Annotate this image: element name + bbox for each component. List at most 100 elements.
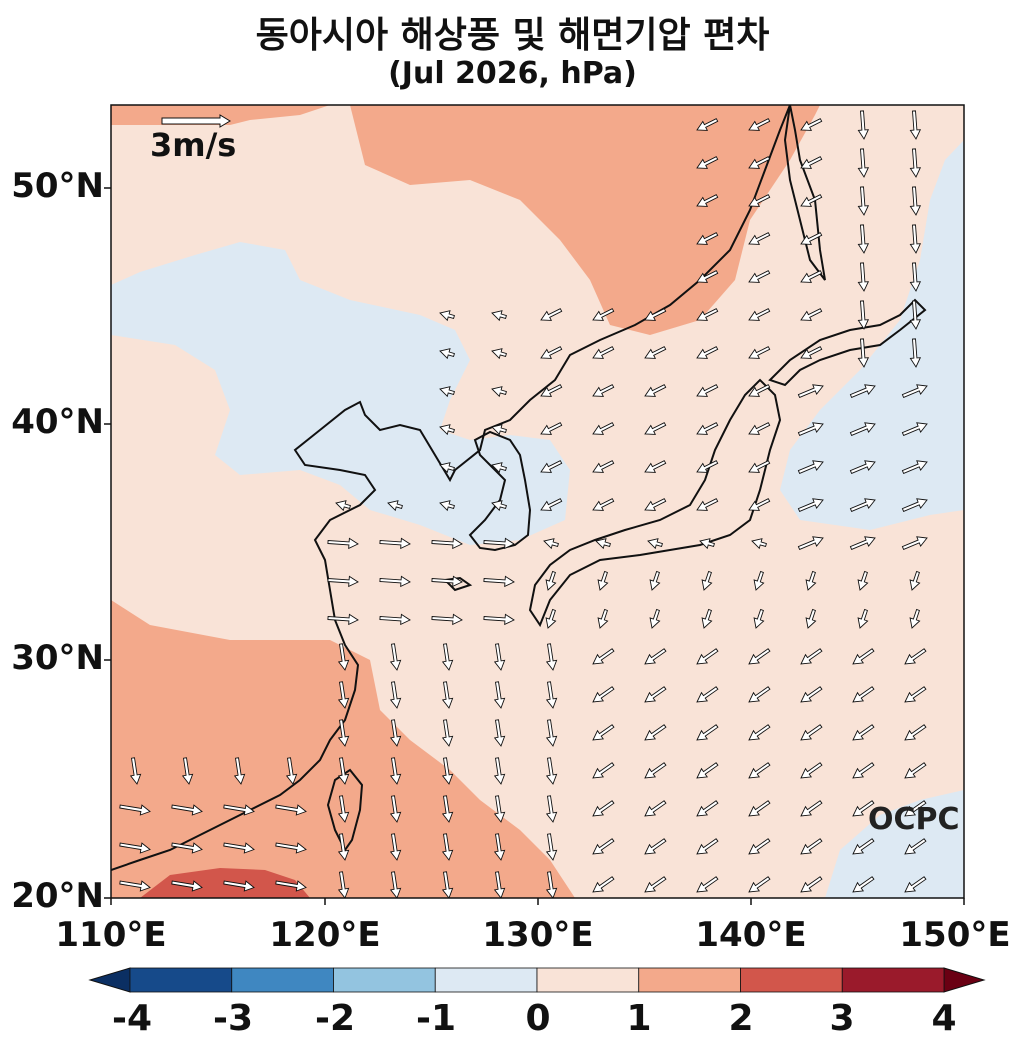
field-positive-south — [111, 600, 575, 898]
wind-vector-arrow — [337, 719, 350, 747]
wind-vector-arrow — [800, 686, 823, 703]
wind-vector-arrow — [431, 575, 463, 588]
wind-vector-arrow — [592, 498, 615, 511]
wind-vector-arrow — [748, 724, 771, 741]
wind-vector-arrow — [493, 795, 506, 823]
wind-vector-arrow — [491, 462, 507, 474]
colorbar-tick-label: 1 — [626, 998, 652, 1039]
wind-vector-arrow — [751, 538, 767, 550]
wind-vector-arrow — [389, 719, 402, 747]
colorbar-segment — [434, 967, 538, 993]
wind-vector-arrow — [852, 838, 875, 855]
wind-vector-arrow — [387, 500, 403, 512]
wind-vector-arrow — [592, 762, 615, 779]
wind-vector-arrow — [748, 232, 771, 245]
japan-honshu-coast — [528, 378, 782, 628]
wind-vector-arrow — [439, 310, 455, 322]
wind-vector-arrow — [644, 384, 667, 397]
wind-vector-arrow — [797, 460, 824, 474]
wind-vector-arrow — [696, 384, 719, 397]
wind-vector-arrow — [545, 833, 558, 861]
wind-vector-arrow — [441, 833, 454, 861]
wind-vector-arrow — [119, 842, 151, 854]
taiwan-coast — [326, 768, 364, 852]
wind-vector-arrow — [696, 270, 719, 283]
wind-vector-arrow — [441, 643, 454, 671]
wind-vector-arrow — [849, 422, 876, 436]
colorbar — [88, 967, 986, 993]
wind-vector-arrow — [800, 270, 823, 283]
wind-vector-arrow — [849, 460, 876, 474]
wind-vector-arrow — [171, 842, 203, 854]
wind-vector-arrow — [909, 186, 922, 216]
wind-vector-arrow — [857, 224, 870, 254]
wind-vector-arrow — [644, 724, 667, 741]
wind-vector-arrow — [327, 575, 359, 588]
wind-vector-arrow — [491, 424, 507, 436]
wind-vector-arrow — [696, 460, 719, 473]
wind-vector-arrow — [337, 643, 350, 671]
wind-vector-arrow — [909, 608, 921, 629]
wind-vector-arrow — [696, 800, 719, 817]
wind-vector-arrow — [699, 538, 715, 550]
wind-vector-arrow — [389, 871, 402, 898]
wind-vector-arrow — [431, 613, 463, 626]
wind-vector-arrow — [857, 570, 869, 591]
wind-vector-arrow — [493, 681, 506, 709]
wind-vector-arrow — [389, 795, 402, 823]
wind-vector-arrow — [696, 232, 719, 245]
wind-vector-arrow — [696, 194, 719, 207]
wind-vector-arrow — [857, 338, 870, 368]
wind-vector-arrow — [491, 500, 507, 512]
wind-vector-arrow — [748, 346, 771, 359]
wind-vector-arrow — [119, 880, 151, 892]
wind-vector-arrow — [909, 262, 922, 292]
wind-vector-arrow — [441, 757, 454, 785]
wind-vector-arrow — [696, 762, 719, 779]
wind-vector-arrow — [909, 224, 922, 254]
wind-vector-arrow — [909, 148, 922, 178]
wind-vector-arrow — [857, 148, 870, 178]
wind-vector-arrow — [748, 194, 771, 207]
wind-vector-arrow — [696, 346, 719, 359]
wind-vector-arrow — [696, 648, 719, 665]
wind-vector-arrow — [644, 498, 667, 511]
lat-label-20: 20°N — [11, 876, 104, 916]
wind-vector-arrow — [800, 800, 823, 817]
wind-vector-arrow — [592, 838, 615, 855]
wind-vector-arrow — [389, 757, 402, 785]
wind-vector-arrow — [909, 110, 922, 140]
wind-vector-arrow — [337, 795, 350, 823]
wind-vector-arrow — [597, 570, 609, 591]
wind-vector-arrow — [223, 880, 255, 892]
reference-vector-arrow — [161, 114, 231, 128]
wind-vector-arrow — [797, 498, 824, 512]
reference-vector-label: 3m/s — [150, 126, 237, 164]
lon-label-140: 140°E — [695, 915, 807, 955]
wind-vector-arrow — [800, 232, 823, 245]
wind-vector-arrow — [800, 308, 823, 321]
wind-vector-arrow — [800, 762, 823, 779]
wind-vector-arrow — [748, 460, 771, 473]
wind-vector-arrow — [748, 838, 771, 855]
wind-vector-arrow — [909, 338, 922, 368]
colorbar-segment — [536, 967, 640, 993]
hokkaido-coast — [768, 298, 927, 387]
wind-vector-arrow — [493, 871, 506, 898]
wind-vector-arrow — [644, 686, 667, 703]
wind-vector-arrow — [800, 648, 823, 665]
mainland-coast — [111, 105, 791, 871]
wind-vector-arrow — [592, 648, 615, 665]
wind-vector-arrow — [901, 536, 928, 550]
wind-vector-arrow — [800, 346, 823, 359]
wind-vector-arrow — [592, 346, 615, 359]
wind-vector-arrow — [171, 804, 203, 816]
wind-vector-arrow — [901, 460, 928, 474]
wind-vector-arrow — [857, 186, 870, 216]
wind-vector-arrow — [748, 270, 771, 283]
colorbar-segment — [740, 967, 843, 993]
wind-vector-arrow — [327, 537, 359, 550]
lon-label-120: 120°E — [269, 915, 381, 955]
wind-vector-arrow — [797, 536, 824, 550]
wind-vector-arrow — [805, 570, 817, 591]
